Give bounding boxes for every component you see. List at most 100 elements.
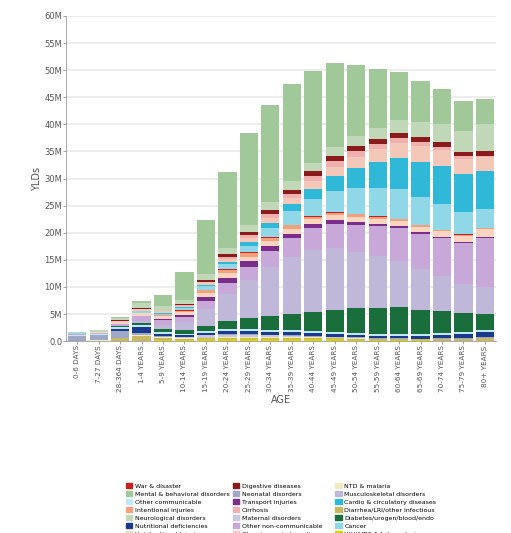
Bar (89, 334, 108, 335)
Bar (154, 337, 172, 338)
Bar (347, 252, 365, 309)
Bar (390, 334, 408, 336)
Bar (304, 171, 322, 176)
Bar (476, 332, 494, 337)
Bar (411, 142, 430, 146)
Bar (261, 214, 280, 217)
Bar (368, 144, 387, 149)
Bar (304, 224, 322, 228)
Bar (218, 335, 237, 337)
Bar (132, 316, 151, 317)
Bar (261, 330, 280, 332)
Bar (390, 133, 408, 138)
Bar (218, 262, 237, 264)
Bar (326, 339, 344, 341)
Bar (261, 268, 280, 316)
Bar (347, 214, 365, 216)
Bar (218, 294, 237, 321)
Bar (240, 280, 258, 318)
Bar (261, 337, 280, 338)
Bar (132, 317, 151, 321)
Bar (347, 188, 365, 214)
Bar (154, 325, 172, 329)
Bar (411, 197, 430, 225)
Bar (411, 334, 430, 336)
Bar (326, 338, 344, 339)
Bar (240, 256, 258, 262)
Bar (218, 339, 237, 341)
Bar (476, 228, 494, 229)
Bar (368, 224, 387, 227)
Bar (326, 223, 344, 248)
Bar (197, 274, 215, 280)
Bar (454, 101, 473, 131)
Bar (240, 133, 258, 225)
Bar (304, 338, 322, 339)
Bar (304, 312, 322, 331)
Bar (283, 233, 301, 238)
Bar (261, 335, 280, 337)
Bar (197, 310, 215, 326)
Bar (454, 338, 473, 339)
Bar (476, 237, 494, 238)
Bar (433, 89, 451, 124)
Bar (240, 253, 258, 256)
Bar (347, 340, 365, 341)
Bar (175, 314, 194, 317)
Bar (347, 157, 365, 167)
Bar (154, 332, 172, 334)
Bar (132, 308, 151, 309)
Bar (390, 226, 408, 228)
Bar (476, 156, 494, 157)
Bar (283, 229, 301, 233)
Bar (411, 340, 430, 341)
Bar (261, 238, 280, 241)
Bar (304, 189, 322, 199)
Bar (433, 238, 451, 276)
Bar (326, 332, 344, 334)
Bar (411, 232, 430, 233)
Bar (240, 338, 258, 341)
Bar (347, 333, 365, 335)
Bar (154, 295, 172, 306)
Bar (283, 332, 301, 335)
Bar (175, 305, 194, 308)
Bar (175, 334, 194, 335)
Bar (175, 317, 194, 322)
Bar (476, 314, 494, 330)
Bar (197, 220, 215, 274)
Bar (240, 232, 258, 236)
Bar (476, 157, 494, 171)
Bar (261, 338, 280, 341)
Bar (283, 84, 301, 181)
Bar (68, 336, 86, 341)
Bar (390, 120, 408, 133)
Bar (218, 329, 237, 332)
Bar (154, 338, 172, 340)
Bar (433, 237, 451, 238)
Bar (347, 136, 365, 146)
Bar (304, 228, 322, 250)
Bar (218, 254, 237, 257)
Bar (175, 338, 194, 340)
Bar (390, 189, 408, 219)
Bar (390, 336, 408, 338)
Bar (283, 330, 301, 332)
Bar (132, 336, 151, 341)
Bar (261, 223, 280, 228)
Bar (240, 331, 258, 334)
Bar (89, 333, 108, 334)
Bar (326, 213, 344, 215)
Bar (454, 313, 473, 333)
Bar (283, 257, 301, 314)
Bar (89, 332, 108, 333)
Bar (132, 323, 151, 325)
Bar (132, 313, 151, 316)
Bar (326, 63, 344, 147)
Bar (368, 340, 387, 341)
Bar (111, 326, 129, 327)
Bar (283, 204, 301, 212)
Bar (218, 257, 237, 259)
Bar (240, 246, 258, 252)
Bar (240, 337, 258, 338)
